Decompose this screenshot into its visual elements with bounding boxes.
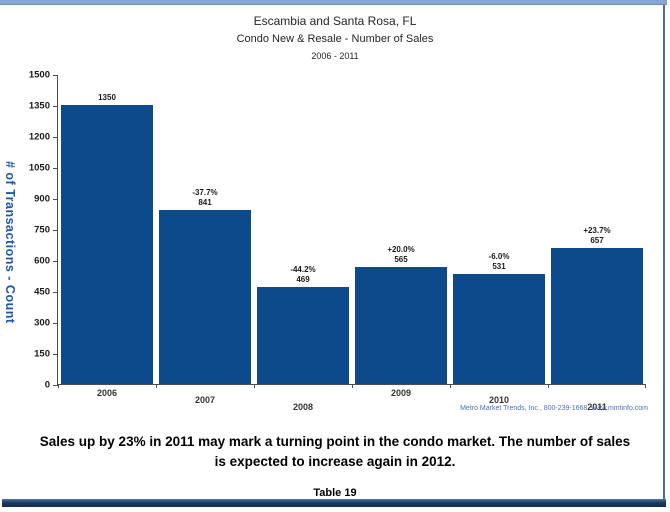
x-tick-mark	[548, 384, 549, 388]
source-attribution: Metro Market Trends, Inc., 800-239-1668,…	[460, 405, 648, 412]
chart-period: 2006 - 2011	[311, 51, 359, 61]
page-right-border	[663, 5, 665, 501]
y-tick-mark	[53, 353, 58, 355]
y-tick-label: 150	[34, 348, 50, 360]
y-tick-label: 1500	[28, 69, 50, 81]
bar-value-label: 1350	[98, 92, 116, 102]
x-tick-mark	[645, 384, 646, 388]
bar-2007	[159, 210, 251, 384]
chart-title: Escambia and Santa Rosa, FL	[253, 14, 417, 28]
bar-chart-plot-area: 0 150 300 450 600 750 900 1050 1200 1350 1500 1350 2…	[29, 70, 646, 412]
x-category-label: 2008	[292, 402, 314, 412]
y-tick-label: 1350	[28, 100, 50, 112]
bar-2009	[355, 267, 447, 384]
x-category-label: 2010	[488, 395, 510, 405]
bar-2010	[453, 274, 545, 384]
x-tick-mark	[254, 384, 255, 388]
y-tick-mark	[53, 322, 58, 324]
y-tick-mark	[53, 198, 58, 200]
y-tick-mark	[53, 167, 58, 169]
y-tick-mark	[53, 291, 58, 293]
page-bottom-border	[2, 499, 666, 507]
y-tick-mark	[53, 229, 58, 231]
y-tick-label: 1200	[28, 131, 50, 143]
chart-caption: Sales up by 23% in 2011 may mark a turni…	[39, 434, 631, 469]
bar-value-label: -37.7% 841	[192, 188, 218, 207]
table-number-label: Table 19	[313, 487, 357, 499]
y-tick-mark	[53, 136, 58, 138]
bar-value-label: -6.0% 531	[488, 252, 510, 271]
x-category-label: 2007	[194, 395, 216, 405]
x-tick-mark	[352, 384, 353, 388]
chart-subtitle: Condo New & Resale - Number of Sales	[236, 33, 434, 45]
y-axis-label: # of Transactions - Count	[3, 161, 17, 324]
y-tick-label: 1050	[28, 162, 50, 174]
chart-title-block: Escambia and Santa Rosa, FL Condo New & …	[0, 12, 670, 64]
bar-value-label: +23.7% 657	[583, 226, 611, 245]
x-tick-mark	[156, 384, 157, 388]
bar-2008	[257, 287, 349, 384]
x-category-label: 2009	[390, 388, 412, 398]
y-tick-mark	[53, 74, 58, 76]
x-category-label: 2006	[96, 388, 118, 398]
bar-value-label: +20.0% 565	[387, 245, 415, 264]
bar-2006	[61, 105, 153, 384]
bar-value-label: -44.2% 469	[290, 265, 316, 284]
y-tick-label: 900	[34, 193, 50, 205]
x-tick-mark	[450, 384, 451, 388]
y-tick-label: 750	[34, 224, 50, 236]
y-tick-label: 0	[44, 379, 50, 391]
y-tick-label: 300	[34, 317, 50, 329]
y-tick-label: 450	[34, 286, 50, 298]
y-tick-mark	[53, 260, 58, 262]
y-tick-label: 600	[34, 255, 50, 267]
bar-2011	[551, 248, 643, 384]
page-top-border	[0, 0, 667, 5]
y-tick-mark	[53, 384, 58, 386]
y-tick-mark	[53, 105, 58, 107]
x-tick-mark	[58, 384, 59, 388]
x-category-label: 2011	[587, 402, 607, 412]
